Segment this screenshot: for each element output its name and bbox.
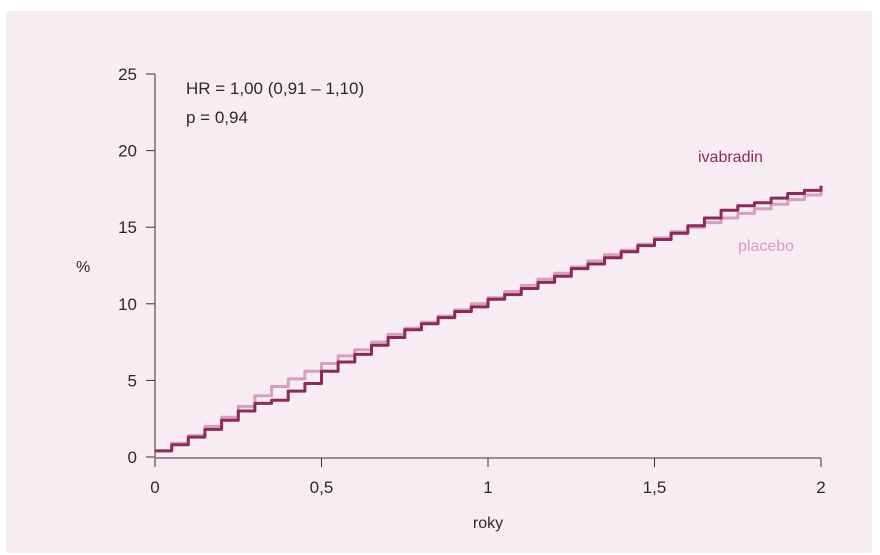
chart-panel [6, 11, 872, 553]
x-axis-title: roky [473, 515, 503, 532]
p-value-annotation: p = 0,94 [186, 108, 248, 127]
text-labels: HR = 1,00 (0,91 – 1,10) p = 0,94 % roky … [76, 79, 794, 532]
series-line-ivabradin [155, 185, 823, 453]
x-tick-label: 0,5 [310, 478, 334, 497]
x-tick-label: 1,5 [643, 478, 667, 497]
y-tick-label: 0 [128, 448, 137, 467]
y-tick-label: 10 [118, 295, 137, 314]
y-tick-label: 25 [118, 65, 137, 84]
y-tick-label: 20 [118, 142, 137, 161]
x-tick-label: 2 [816, 478, 825, 497]
series-lines [155, 185, 823, 453]
legend-placebo: placebo [738, 238, 794, 255]
hr-annotation: HR = 1,00 (0,91 – 1,10) [186, 79, 364, 98]
legend-ivabradin: ivabradin [698, 149, 763, 166]
x-tick-label: 1 [483, 478, 492, 497]
axes: 0 5 10 15 20 25 0 0,5 1 1,5 2 [118, 65, 826, 497]
x-tick-label: 0 [150, 478, 159, 497]
y-axis-title: % [76, 259, 90, 276]
y-tick-label: 15 [118, 218, 137, 237]
y-tick-label: 5 [128, 371, 137, 390]
